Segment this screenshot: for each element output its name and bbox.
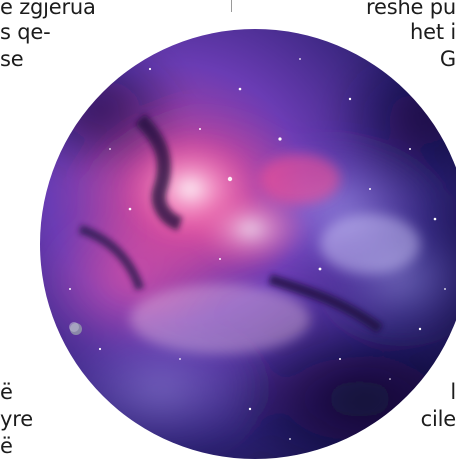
column-divider [231, 0, 232, 12]
galaxy-circle-image [40, 29, 456, 459]
galaxy-nebula-icon [40, 29, 456, 459]
right-text-line-3: G [439, 47, 456, 71]
right-text-line-4: l [450, 380, 456, 404]
left-text-line-4: ë [0, 380, 13, 404]
right-text-line-2: het i [410, 20, 456, 44]
left-text-line-1: ë zgjerua [0, 0, 96, 19]
right-text-line-1: reshe pu [366, 0, 456, 19]
left-text-line-3: se [0, 47, 24, 71]
left-text-line-6: ë [0, 434, 13, 458]
left-text-line-5: yre [0, 407, 33, 431]
left-text-line-2: s qe- [0, 20, 51, 44]
right-text-line-5: cile [420, 407, 456, 431]
